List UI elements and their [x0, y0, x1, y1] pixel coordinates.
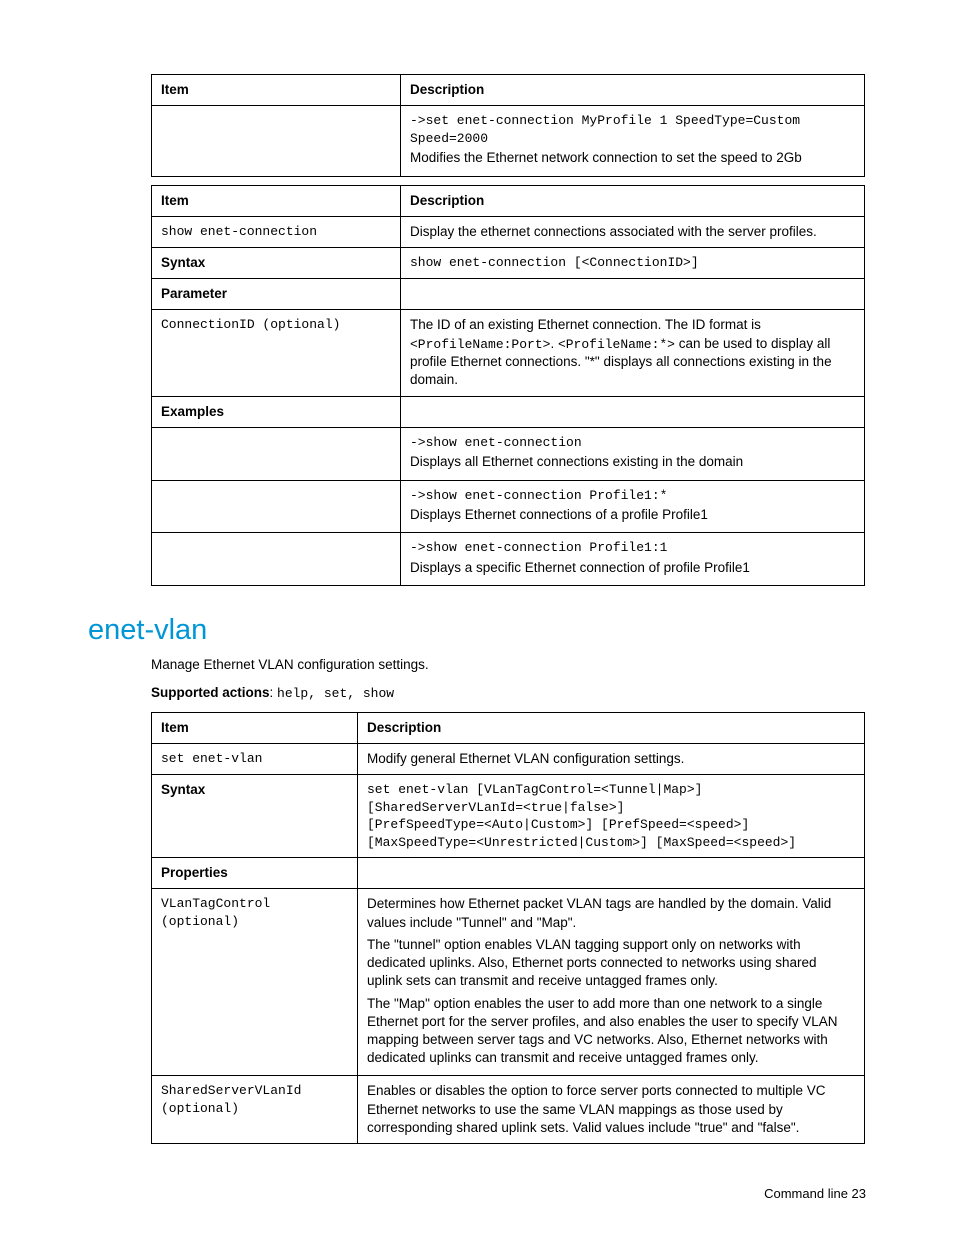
supported-actions-value: help, set, show — [277, 686, 394, 701]
tbl2-r2-item: Parameter — [152, 279, 401, 310]
code: <ProfileName:*> — [558, 337, 675, 352]
tbl3-r3-desc: Determines how Ethernet packet VLAN tags… — [358, 889, 865, 1076]
code: ->show enet-connection Profile1:* — [410, 487, 855, 505]
intro-text: Manage Ethernet VLAN configuration setti… — [151, 655, 866, 675]
tbl3-r2-item: Properties — [152, 858, 358, 889]
heading-enet-vlan: enet-vlan — [88, 614, 866, 647]
text: Displays a specific Ethernet connection … — [410, 559, 855, 577]
text: Displays Ethernet connections of a profi… — [410, 506, 855, 524]
tbl2-r0-desc: Display the ethernet connections associa… — [401, 216, 865, 247]
supported-actions-label: Supported actions — [151, 685, 270, 700]
tbl3-r0-item: set enet-vlan — [152, 743, 358, 774]
code: ->show enet-connection Profile1:1 — [410, 539, 855, 557]
tbl2-r6-desc: ->show enet-connection Profile1:* Displa… — [401, 480, 865, 533]
page-footer: Command line 23 — [764, 1186, 866, 1201]
tbl1-h-desc: Description — [401, 75, 865, 106]
supported-actions: Supported actions: help, set, show — [151, 683, 866, 703]
text: Modifies the Ethernet network connection… — [410, 149, 855, 167]
tbl3-r1-item: Syntax — [152, 775, 358, 858]
tbl3-r4-item: SharedServerVLanId (optional) — [152, 1076, 358, 1144]
tbl1-r0-desc: ->set enet-connection MyProfile 1 SpeedT… — [401, 106, 865, 176]
tbl2-r7-item — [152, 533, 401, 586]
tbl3-r0-desc: Modify general Ethernet VLAN configurati… — [358, 743, 865, 774]
table-set-enet-connection: Item Description ->set enet-connection M… — [151, 74, 865, 177]
tbl3-r3-item: VLanTagControl (optional) — [152, 889, 358, 1076]
code: <ProfileName:Port> — [410, 337, 550, 352]
page: Item Description ->set enet-connection M… — [0, 0, 954, 1235]
tbl1-r0-item — [152, 106, 401, 176]
txt: The ID of an existing Ethernet connectio… — [410, 317, 761, 332]
tbl2-r2-desc — [401, 279, 865, 310]
tbl2-h-item: Item — [152, 185, 401, 216]
tbl2-r3-item: ConnectionID (optional) — [152, 310, 401, 396]
p2: The "tunnel" option enables VLAN tagging… — [367, 936, 855, 991]
tbl2-r1-desc: show enet-connection [<ConnectionID>] — [401, 247, 865, 278]
table-set-enet-vlan: Item Description set enet-vlan Modify ge… — [151, 712, 865, 1144]
text: Displays all Ethernet connections existi… — [410, 453, 855, 471]
tbl2-r4-desc — [401, 396, 865, 427]
tbl3-h-item: Item — [152, 712, 358, 743]
tbl3-r4-desc: Enables or disables the option to force … — [358, 1076, 865, 1144]
tbl3-h-desc: Description — [358, 712, 865, 743]
tbl2-h-desc: Description — [401, 185, 865, 216]
intro-block: Manage Ethernet VLAN configuration setti… — [151, 655, 866, 712]
tbl2-r5-desc: ->show enet-connection Displays all Ethe… — [401, 427, 865, 480]
code: ->set enet-connection MyProfile 1 SpeedT… — [410, 112, 855, 147]
tbl2-r6-item — [152, 480, 401, 533]
tbl3-r2-desc — [358, 858, 865, 889]
tbl1-h-item: Item — [152, 75, 401, 106]
code: ->show enet-connection — [410, 434, 855, 452]
tbl2-r7-desc: ->show enet-connection Profile1:1 Displa… — [401, 533, 865, 586]
tbl2-r0-item: show enet-connection — [152, 216, 401, 247]
txt: . — [550, 336, 558, 351]
tbl2-r1-item: Syntax — [152, 247, 401, 278]
tbl2-r4-item: Examples — [152, 396, 401, 427]
tbl3-r1-desc: set enet-vlan [VLanTagControl=<Tunnel|Ma… — [358, 775, 865, 858]
tbl2-r3-desc: The ID of an existing Ethernet connectio… — [401, 310, 865, 396]
p3: The "Map" option enables the user to add… — [367, 995, 855, 1068]
tbl2-r5-item — [152, 427, 401, 480]
p1: Determines how Ethernet packet VLAN tags… — [367, 895, 855, 931]
table-show-enet-connection: Item Description show enet-connection Di… — [151, 185, 865, 587]
